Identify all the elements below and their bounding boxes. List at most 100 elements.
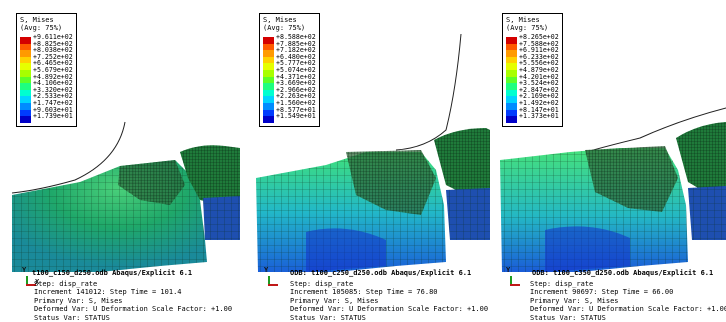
legend-colorbar	[263, 37, 274, 123]
legend-swatch	[506, 37, 517, 44]
legend-swatch	[20, 37, 31, 44]
legend-value: +6.233e+02	[519, 52, 559, 61]
legend-value: +2.966e+02	[276, 85, 316, 94]
step-line: Step: disp_rate	[530, 280, 594, 288]
legend-value: +9.611e+02	[33, 33, 73, 41]
legend-swatch	[20, 109, 31, 117]
axis-y-label: Y	[264, 266, 269, 274]
legend-swatch	[263, 37, 274, 44]
legend-swatch	[20, 56, 31, 64]
legend-subtitle: (Avg: 75%)	[506, 24, 549, 32]
step-line: Step: disp_rate	[34, 280, 98, 288]
legend-swatch	[506, 56, 517, 64]
legend-value: +4.106e+02	[33, 79, 73, 88]
legend-swatch	[263, 116, 274, 123]
legend-swatch	[506, 96, 517, 103]
legend-value: +8.265e+02	[519, 33, 559, 41]
legend-value: +2.169e+02	[519, 92, 559, 101]
legend-value: +8.588e+02	[276, 33, 316, 41]
legend-value: +7.252e+02	[33, 52, 73, 61]
legend-swatch	[263, 89, 274, 97]
legend-value: +5.074e+02	[276, 65, 316, 74]
legend-title: S, Mises	[506, 16, 540, 24]
legend-swatch	[263, 43, 274, 51]
axis-triad-3: Y	[506, 266, 528, 290]
deformed-var-line: Deformed Var: U Deformation Scale Factor…	[530, 305, 726, 314]
legend-value: +4.371e+02	[276, 72, 316, 81]
axis-triad-1: Y X	[22, 266, 44, 290]
legend-value: +2.263e+02	[276, 92, 316, 101]
legend-value: +7.588e+02	[519, 39, 559, 48]
legend-value: +1.492e+02	[519, 98, 559, 107]
mesh-plot-3[interactable]	[490, 0, 726, 322]
mesh-plot-1[interactable]	[0, 0, 246, 322]
legend-swatch	[20, 50, 31, 57]
legend-swatch	[506, 50, 517, 57]
deformed-var-line: Deformed Var: U Deformation Scale Factor…	[290, 305, 489, 314]
deformed-var-line: Deformed Var: U Deformation Scale Factor…	[34, 305, 233, 314]
status-var-line: Status Var: STATUS	[290, 313, 366, 322]
legend-value: +4.879e+02	[519, 65, 559, 74]
contour-legend-1: S, Mises (Avg: 75%) +9.611e+02 +8.825e+02…	[16, 13, 77, 127]
legend-value: +8.577e+01	[276, 105, 316, 114]
legend-swatch	[506, 109, 517, 117]
legend-value: +8.038e+02	[33, 46, 73, 55]
axis-triad-2: Y	[264, 266, 286, 290]
legend-value: +4.201e+02	[519, 72, 559, 81]
step-info-2: Step: disp_rate Increment 105085: Step T…	[290, 280, 488, 322]
legend-title: S, Mises	[263, 16, 297, 24]
increment-line: Increment 90697: Step Time = 66.00	[530, 288, 674, 297]
legend-values: +8.588e+02 +7.885e+02 +7.182e+02 +6.480e+02…	[276, 34, 316, 123]
legend-swatch	[506, 63, 517, 70]
contour-legend-2: S, Mises (Avg: 75%) +8.588e+02 +7.885e+02…	[259, 13, 320, 127]
legend-swatch	[263, 102, 274, 110]
axis-y-label: Y	[506, 266, 511, 274]
legend-swatch	[20, 43, 31, 51]
legend-value: +1.373e+01	[519, 112, 559, 121]
step-info-3: Step: disp_rate Increment 90697: Step Ti…	[530, 280, 726, 322]
legend-swatch	[20, 102, 31, 110]
step-info-1: Step: disp_rate Increment 141012: Step T…	[34, 280, 232, 322]
legend-swatch	[506, 89, 517, 97]
legend-value: +2.847e+02	[519, 85, 559, 94]
legend-swatch	[263, 76, 274, 84]
axis-x-label: X	[35, 278, 40, 286]
axis-arrows	[510, 284, 520, 286]
legend-swatch	[506, 83, 517, 90]
primary-var-line: Primary Var: S, Mises	[34, 296, 123, 305]
legend-swatch	[506, 69, 517, 77]
legend-swatch	[263, 69, 274, 77]
axis-arrows	[510, 276, 512, 286]
viewport-3[interactable]: S, Mises (Avg: 75%) +8.265e+02 +7.588e+02…	[490, 0, 726, 322]
legend-value: +4.892e+02	[33, 72, 73, 81]
axis-arrows	[26, 276, 28, 286]
legend-swatch	[506, 76, 517, 84]
legend-value: +7.885e+02	[276, 39, 316, 48]
legend-values: +8.265e+02 +7.588e+02 +6.911e+02 +6.233e+02…	[519, 34, 559, 123]
legend-value: +3.524e+02	[519, 79, 559, 88]
primary-var-line: Primary Var: S, Mises	[290, 296, 379, 305]
legend-swatch	[20, 63, 31, 70]
legend-value: +8.147e+01	[519, 105, 559, 114]
status-var-line: Status Var: STATUS	[34, 313, 110, 322]
legend-swatch	[263, 109, 274, 117]
legend-swatch	[20, 69, 31, 77]
increment-line: Increment 141012: Step Time = 101.4	[34, 288, 182, 297]
legend-colorbar	[20, 37, 31, 123]
legend-title: S, Mises	[20, 16, 54, 24]
odb-label-1: t100_c150_d250.odb Abaqus/Explicit 6.1	[32, 269, 193, 277]
mesh-plot-2[interactable]	[246, 0, 490, 322]
legend-swatch	[263, 96, 274, 103]
legend-swatch	[263, 50, 274, 57]
legend-swatch	[506, 116, 517, 123]
axis-y-label: Y	[22, 266, 27, 274]
viewport-1[interactable]: S, Mises (Avg: 75%) +9.611e+02 +8.825e+02…	[0, 0, 246, 322]
viewport-2[interactable]: S, Mises (Avg: 75%) +8.588e+02 +7.885e+02…	[246, 0, 490, 322]
legend-subtitle: (Avg: 75%)	[263, 24, 306, 32]
legend-swatch	[20, 83, 31, 90]
legend-swatch	[20, 89, 31, 97]
legend-value: +6.465e+02	[33, 59, 73, 68]
legend-subtitle: (Avg: 75%)	[20, 24, 63, 32]
step-line: Step: disp_rate	[290, 280, 354, 288]
legend-value: +5.777e+02	[276, 59, 316, 68]
